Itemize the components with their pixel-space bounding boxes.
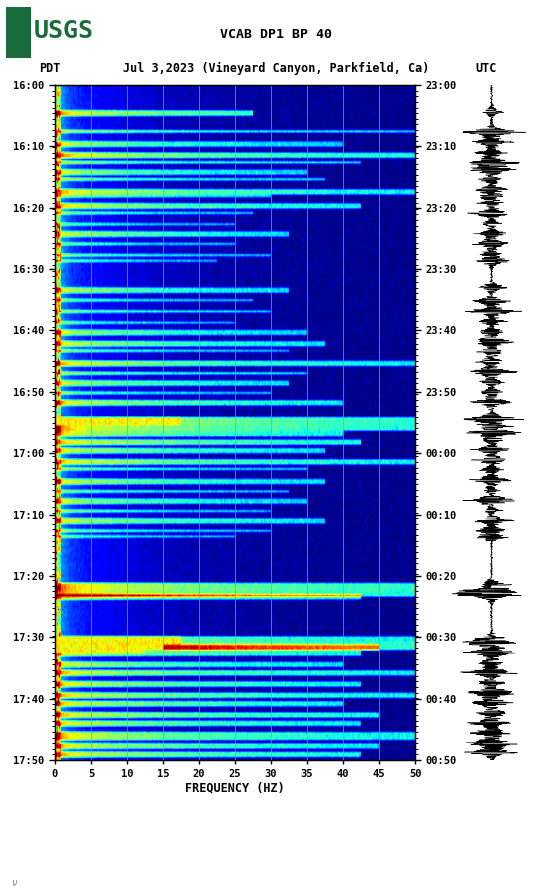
Text: VCAB DP1 BP 40: VCAB DP1 BP 40: [220, 28, 332, 41]
Text: $\nu$: $\nu$: [11, 878, 18, 888]
Text: PDT: PDT: [39, 62, 60, 75]
Text: UTC: UTC: [475, 62, 496, 75]
X-axis label: FREQUENCY (HZ): FREQUENCY (HZ): [185, 781, 285, 795]
Text: USGS: USGS: [33, 19, 93, 43]
Text: Jul 3,2023 (Vineyard Canyon, Parkfield, Ca): Jul 3,2023 (Vineyard Canyon, Parkfield, …: [123, 62, 429, 75]
Bar: [6, 7, 31, 58]
